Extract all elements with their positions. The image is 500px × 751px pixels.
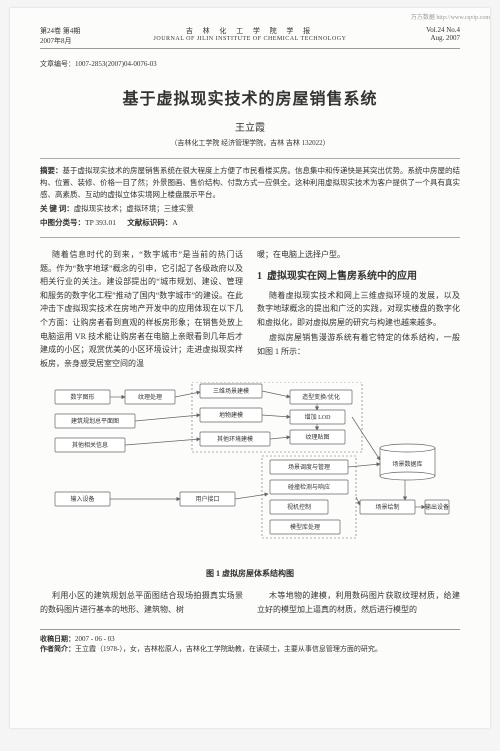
journal-name-en: JOURNAL OF JILIN INSTITUTE OF CHEMICAL T… bbox=[154, 36, 347, 42]
page: 第24卷 第4期 2007年8月 吉 林 化 工 学 院 学 报 JOURNAL… bbox=[10, 8, 490, 728]
paper-title: 基于虚拟现实技术的房屋销售系统 bbox=[40, 85, 460, 109]
abstract-block: 摘要：基于虚拟现实技术的房屋销售系统在很大程度上方便了市民看楼买房。信息集中和传… bbox=[40, 158, 460, 238]
svg-text:模型库处理: 模型库处理 bbox=[290, 523, 320, 531]
clc-value: TP 393.01 bbox=[85, 218, 116, 227]
svg-text:场景数据库: 场景数据库 bbox=[392, 460, 422, 468]
volume-line: 第24卷 第4期 bbox=[40, 26, 120, 36]
keywords-line: 关 键 词：虚拟现实技术；虚拟环境；三维实景 bbox=[40, 203, 460, 215]
article-id: 1007-2853(2007)04-0076-03 bbox=[75, 60, 157, 68]
author-bio-label: 作者简介： bbox=[40, 645, 75, 653]
keywords-label: 关 键 词： bbox=[40, 204, 74, 213]
affiliation: （吉林化工学院 经济管理学院，吉林 吉林 132022） bbox=[40, 138, 460, 148]
doc-code-label: 文献标识码： bbox=[127, 218, 172, 227]
vol-en: Vol.24 No.4 bbox=[380, 26, 460, 34]
svg-text:造型变换/优化: 造型变换/优化 bbox=[302, 393, 340, 401]
svg-text:场景调度与管理: 场景调度与管理 bbox=[288, 463, 330, 471]
date-line: 2007年8月 bbox=[40, 36, 120, 46]
section-1-text: 虚拟现实在网上售房系统中的应用 bbox=[267, 271, 417, 282]
svg-text:场景绘制: 场景绘制 bbox=[375, 503, 399, 511]
svg-text:其他相关信息: 其他相关信息 bbox=[72, 441, 108, 449]
right-para-2: 虚拟房屋销售漫游系统有着它特定的体系结构，一般如图 1 所示： bbox=[257, 331, 460, 358]
right-column: 暖；在电脑上选择户型。 1 虚拟现实在网上售房系统中的应用 随着虚拟现实技术和网… bbox=[257, 248, 460, 372]
header-left: 第24卷 第4期 2007年8月 bbox=[40, 26, 120, 46]
bottom-right-col: 木等地物的建模，利用数码图片获取纹理材质，给建立好的模型加上逼真的材质，然后进行… bbox=[257, 589, 460, 618]
author-bio: 王立霞（1978-），女，吉林松原人，吉林化工学院助教，在读硕士，主要从事信息管… bbox=[75, 645, 382, 653]
svg-text:数字图形: 数字图形 bbox=[70, 393, 94, 401]
bottom-left-col: 利用小区的建筑规划总平面图结合现场拍摄真实场景的数码图片进行基本的地形、建筑物、… bbox=[40, 589, 243, 618]
bottom-columns: 利用小区的建筑规划总平面图结合现场拍摄真实场景的数码图片进行基本的地形、建筑物、… bbox=[40, 589, 460, 618]
doc-code-value: A bbox=[172, 218, 177, 227]
svg-text:其他环境建模: 其他环境建模 bbox=[217, 435, 253, 443]
svg-text:建筑规划总平面图: 建筑规划总平面图 bbox=[71, 417, 119, 425]
author-name: 王立霞 bbox=[40, 119, 460, 134]
abstract-line: 摘要：基于虚拟现实技术的房屋销售系统在很大程度上方便了市民看楼买房。信息集中和传… bbox=[40, 165, 460, 201]
svg-text:增加 LOD: 增加 LOD bbox=[305, 413, 331, 421]
abstract-text: 基于虚拟现实技术的房屋销售系统在很大程度上方便了市民看楼买房。信息集中和传递快是… bbox=[40, 166, 460, 199]
svg-text:碰撞检测与响应: 碰撞检测与响应 bbox=[288, 483, 330, 491]
section-1-title: 1 虚拟现实在网上售房系统中的应用 bbox=[257, 268, 460, 285]
svg-text:用户接口: 用户接口 bbox=[195, 495, 219, 503]
month-en: Aug. 2007 bbox=[380, 34, 460, 42]
watermark: 万方数据 http://www.cqvip.com bbox=[411, 12, 490, 21]
recv-label: 收稿日期： bbox=[40, 635, 75, 643]
section-1-num: 1 bbox=[257, 271, 262, 282]
recv-date-line: 收稿日期：2007 - 06 - 03 bbox=[40, 634, 460, 645]
svg-text:三维场景建模: 三维场景建模 bbox=[213, 387, 249, 395]
article-id-row: 文章编号：1007-2853(2007)04-0076-03 bbox=[40, 59, 460, 69]
left-para-0: 随着信息时代的到来，“数字城市”是当前的热门话题。作为“数字地球”概念的引申，它… bbox=[40, 248, 243, 370]
keywords-text: 虚拟现实技术；虚拟环境；三维实景 bbox=[74, 204, 194, 213]
clc-label: 中图分类号： bbox=[40, 218, 85, 227]
svg-text:纹理处理: 纹理处理 bbox=[138, 393, 162, 401]
journal-name-cn: 吉 林 化 工 学 院 学 报 bbox=[154, 26, 347, 36]
svg-text:输出设备: 输出设备 bbox=[425, 503, 449, 511]
svg-text:输入设备: 输入设备 bbox=[70, 495, 94, 503]
clc-line: 中图分类号：TP 393.01 文献标识码：A bbox=[40, 217, 460, 229]
author-bio-line: 作者简介：王立霞（1978-），女，吉林松原人，吉林化工学院助教，在读硕士，主要… bbox=[40, 644, 460, 655]
footer-note: 收稿日期：2007 - 06 - 03 作者简介：王立霞（1978-），女，吉林… bbox=[40, 629, 460, 655]
figure-1-caption: 图 1 虚拟房屋体系结构图 bbox=[40, 568, 460, 579]
journal-header: 第24卷 第4期 2007年8月 吉 林 化 工 学 院 学 报 JOURNAL… bbox=[40, 26, 460, 49]
bottom-right-para: 木等地物的建模，利用数码图片获取纹理材质，给建立好的模型加上逼真的材质，然后进行… bbox=[257, 589, 460, 616]
svg-text:视机控制: 视机控制 bbox=[287, 503, 311, 511]
right-para-1: 随着虚拟现实技术和网上三维虚拟环境的发展，以及数字地球概念的提出和广泛的实践，对… bbox=[257, 289, 460, 330]
figure-1-diagram: 数字图形 纹理处理 三维场景建模造型变换/优化建筑规划总平面图 地物建模 增加 LOD 其… bbox=[50, 382, 450, 562]
svg-text:地物建模: 地物建模 bbox=[219, 411, 243, 419]
right-lead: 暖；在电脑上选择户型。 bbox=[257, 248, 460, 262]
abstract-label: 摘要： bbox=[40, 166, 63, 175]
article-id-label: 文章编号： bbox=[40, 60, 75, 68]
figure-1-svg: 数字图形 纹理处理 三维场景建模造型变换/优化建筑规划总平面图 地物建模 增加 LOD 其… bbox=[50, 382, 450, 562]
body-columns: 随着信息时代的到来，“数字城市”是当前的热门话题。作为“数字地球”概念的引申，它… bbox=[40, 248, 460, 372]
svg-text:纹理贴图: 纹理贴图 bbox=[305, 433, 329, 441]
bottom-left-para: 利用小区的建筑规划总平面图结合现场拍摄真实场景的数码图片进行基本的地形、建筑物、… bbox=[40, 589, 243, 616]
left-column: 随着信息时代的到来，“数字城市”是当前的热门话题。作为“数字地球”概念的引申，它… bbox=[40, 248, 243, 372]
header-center: 吉 林 化 工 学 院 学 报 JOURNAL OF JILIN INSTITU… bbox=[154, 26, 347, 46]
header-right: Vol.24 No.4 Aug. 2007 bbox=[380, 26, 460, 46]
recv-date: 2007 - 06 - 03 bbox=[75, 635, 115, 643]
